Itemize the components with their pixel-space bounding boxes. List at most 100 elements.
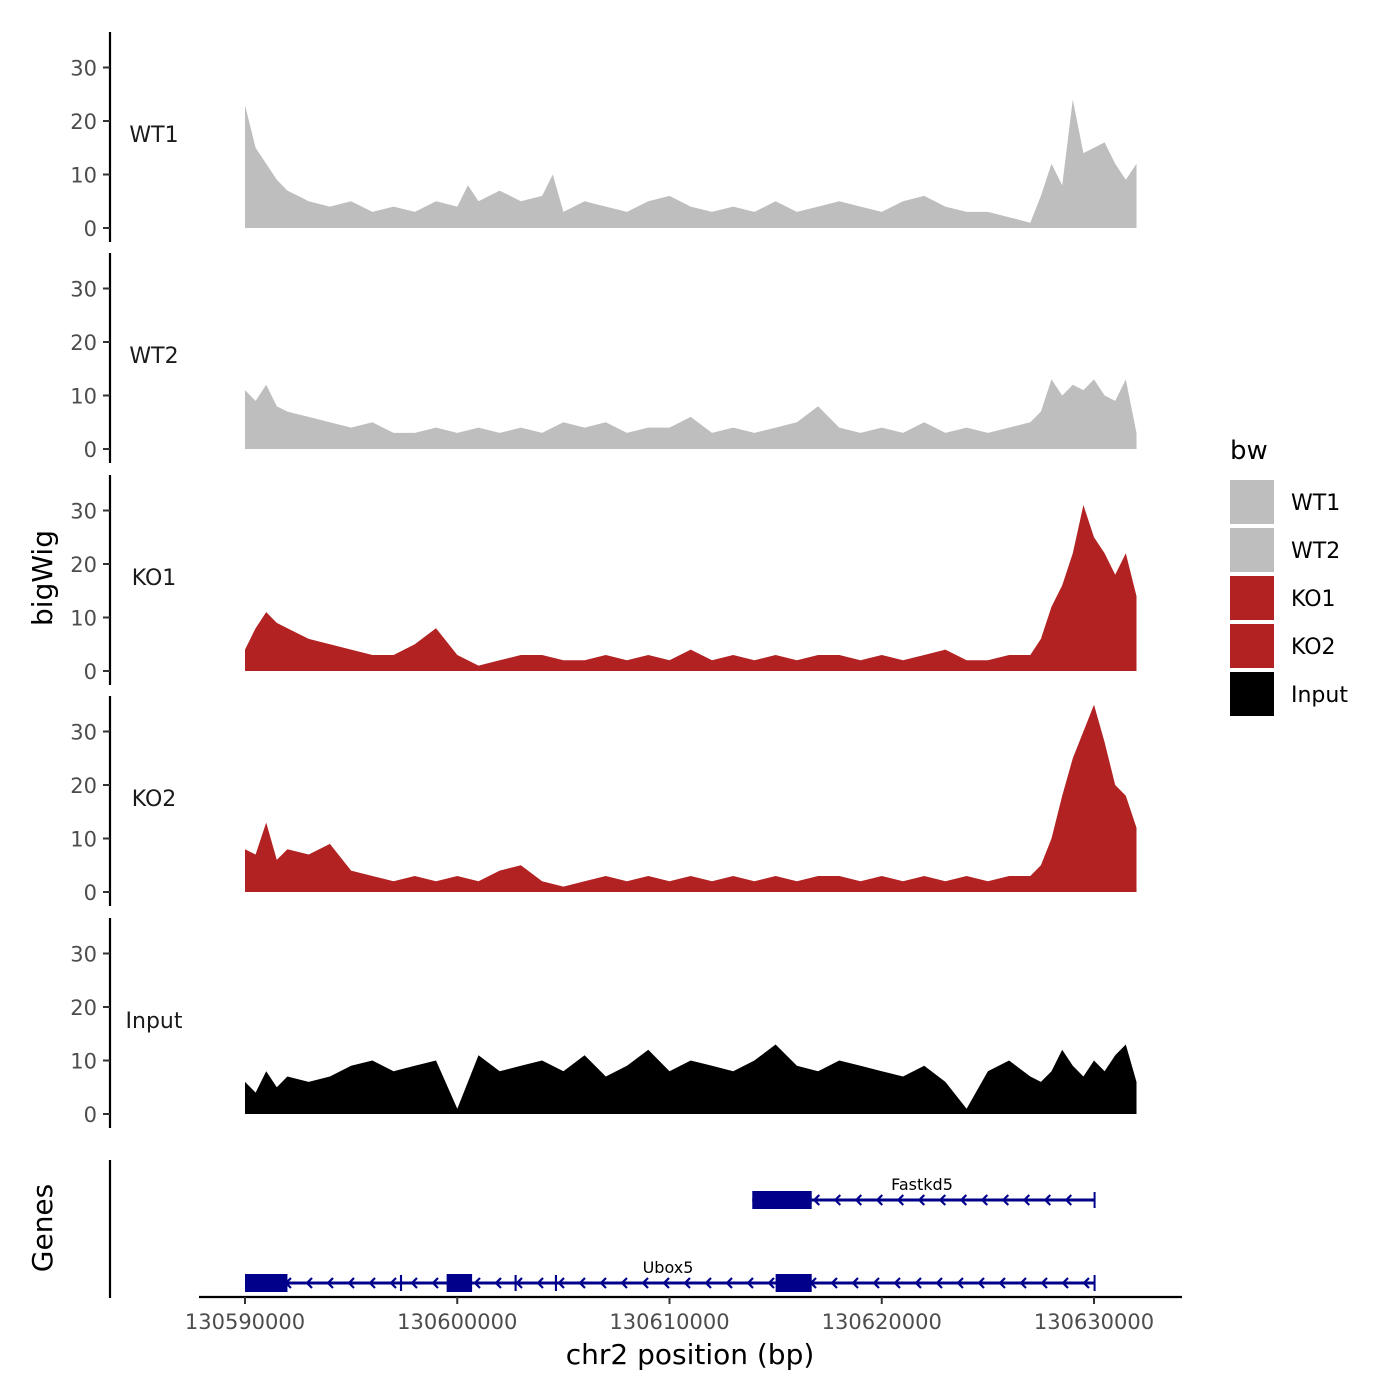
legend: bw WT1 WT2 KO1 KO2 Input — [1230, 436, 1348, 716]
exon — [514, 1275, 517, 1291]
strand-arrow — [935, 1277, 943, 1289]
y-tick-label: 20 — [70, 553, 97, 577]
track-label: KO2 — [132, 787, 177, 812]
track-label: WT2 — [129, 344, 178, 369]
y-tick-label: 20 — [70, 331, 97, 355]
strand-arrow — [641, 1277, 649, 1289]
legend-label-input: Input — [1291, 683, 1348, 708]
y-tick-label: 30 — [70, 57, 97, 81]
track-panels: 0 10 20 30 WT1 0 10 20 30 WT2 0 10 20 30 KO1 0 10 20 30 KO2… — [70, 32, 1137, 1128]
strand-arrow — [875, 1194, 884, 1206]
strand-arrow — [410, 1277, 418, 1289]
y-tick-label: 30 — [70, 943, 97, 967]
exon — [752, 1191, 812, 1209]
legend-swatch-ko2 — [1230, 624, 1274, 668]
x-tick-label: 130600000 — [397, 1310, 517, 1334]
strand-arrow — [599, 1277, 607, 1289]
coverage-area-ko2 — [245, 704, 1137, 892]
track-panel-input: 0 10 20 30 Input — [70, 918, 1137, 1128]
strand-arrow — [536, 1277, 544, 1289]
y-tick-label: 0 — [84, 1103, 97, 1127]
strand-arrow — [1043, 1194, 1052, 1206]
strand-arrow — [620, 1277, 628, 1289]
y-tick-label: 20 — [70, 996, 97, 1020]
strand-arrow — [956, 1277, 964, 1289]
strand-arrow — [1061, 1277, 1069, 1289]
x-tick-label: 130620000 — [822, 1310, 942, 1334]
strand-arrow — [368, 1277, 376, 1289]
gene-label: Ubox5 — [643, 1258, 694, 1277]
coverage-area-ko1 — [245, 505, 1137, 671]
strand-arrow — [893, 1277, 901, 1289]
strand-arrow — [683, 1277, 691, 1289]
genes-panel: Fastkd5 Ubox5 — [108, 1160, 1096, 1298]
x-tick-label: 130630000 — [1034, 1310, 1154, 1334]
y-tick-label: 10 — [70, 1050, 97, 1074]
strand-arrow — [1082, 1277, 1090, 1289]
strand-arrow — [998, 1277, 1006, 1289]
legend-swatch-input — [1230, 672, 1274, 716]
strand-arrow — [830, 1277, 838, 1289]
strand-arrow — [914, 1277, 922, 1289]
y-tick-label: 30 — [70, 721, 97, 745]
strand-arrow — [725, 1277, 733, 1289]
legend-swatch-ko1 — [1230, 576, 1274, 620]
y-tick-label: 30 — [70, 278, 97, 302]
y-tick-label: 10 — [70, 607, 97, 631]
strand-arrow — [305, 1277, 313, 1289]
gene-fastkd5: Fastkd5 — [752, 1175, 1096, 1209]
strand-arrow — [662, 1277, 670, 1289]
strand-arrow — [854, 1194, 863, 1206]
y-tick-label: 20 — [70, 110, 97, 134]
y-tick-label: 0 — [84, 881, 97, 905]
track-panel-wt2: 0 10 20 30 WT2 — [70, 253, 1137, 463]
strand-arrow — [767, 1277, 775, 1289]
strand-arrow — [833, 1194, 842, 1206]
strand-arrow — [1019, 1277, 1027, 1289]
strand-arrow — [515, 1277, 523, 1289]
strand-arrow — [1001, 1194, 1010, 1206]
exon — [446, 1274, 473, 1292]
y-tick-label: 0 — [84, 438, 97, 462]
exon — [399, 1275, 403, 1291]
track-panel-ko1: 0 10 20 30 KO1 — [70, 475, 1137, 685]
strand-arrow — [326, 1277, 334, 1289]
strand-arrow — [1022, 1194, 1031, 1206]
strand-arrow — [746, 1277, 754, 1289]
track-label: WT1 — [129, 123, 178, 148]
legend-swatch-wt1 — [1230, 480, 1274, 524]
legend-label-ko2: KO2 — [1291, 635, 1336, 660]
strand-arrow — [473, 1277, 481, 1289]
strand-arrow — [1040, 1277, 1048, 1289]
track-panel-ko2: 0 10 20 30 KO2 — [70, 696, 1137, 906]
y-tick-label: 0 — [84, 217, 97, 241]
y-tick-label: 30 — [70, 500, 97, 524]
y-axis-title: bigWig — [26, 530, 59, 626]
track-panel-wt1: 0 10 20 30 WT1 — [70, 32, 1137, 242]
gene-ubox5: Ubox5 — [245, 1258, 1096, 1292]
y-tick-label: 10 — [70, 385, 97, 409]
strand-arrow — [812, 1194, 821, 1206]
genes-axis-title: Genes — [26, 1184, 59, 1272]
legend-label-wt1: WT1 — [1291, 491, 1340, 516]
y-tick-label: 20 — [70, 774, 97, 798]
strand-arrow — [872, 1277, 880, 1289]
strand-arrow — [851, 1277, 859, 1289]
strand-arrow — [431, 1277, 439, 1289]
x-tick-label: 130590000 — [185, 1310, 305, 1334]
strand-arrow — [494, 1277, 502, 1289]
exon — [554, 1275, 558, 1291]
exon — [775, 1274, 812, 1292]
y-tick-label: 10 — [70, 828, 97, 852]
legend-label-wt2: WT2 — [1291, 539, 1340, 564]
legend-title: bw — [1230, 436, 1268, 466]
strand-arrow — [980, 1194, 989, 1206]
y-tick-label: 0 — [84, 660, 97, 684]
strand-arrow — [896, 1194, 905, 1206]
strand-arrow — [938, 1194, 947, 1206]
x-axis-title: chr2 position (bp) — [566, 1338, 815, 1371]
strand-arrow — [917, 1194, 926, 1206]
strand-arrow — [347, 1277, 355, 1289]
strand-arrow — [578, 1277, 586, 1289]
